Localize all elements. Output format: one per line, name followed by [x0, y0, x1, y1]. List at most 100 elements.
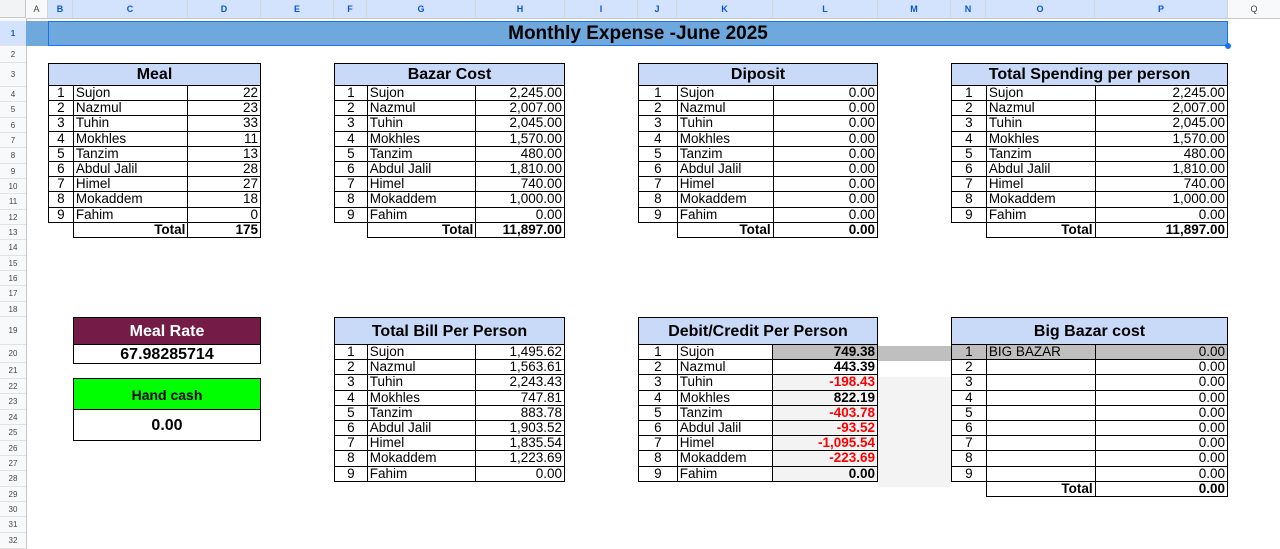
bigbazar-row-index[interactable]: 2	[951, 359, 987, 376]
debit-row-name[interactable]: Abdul Jalil	[676, 419, 774, 437]
meal-row-value[interactable]: 22	[187, 84, 261, 102]
deposit-row-name[interactable]: Tanzim	[676, 145, 774, 162]
bill-row-name[interactable]: Tuhin	[366, 374, 477, 391]
row-header-1[interactable]: 1	[0, 21, 26, 46]
column-header-i[interactable]: I	[565, 0, 638, 18]
row-header-13[interactable]: 13	[0, 225, 26, 240]
meal-row-name[interactable]: Himel	[72, 176, 189, 193]
meal-row-index[interactable]: 3	[48, 115, 74, 132]
spending-row-index[interactable]: 7	[951, 176, 987, 193]
column-header-c[interactable]: C	[73, 0, 188, 18]
debit-row-name[interactable]: Tanzim	[676, 404, 774, 421]
debit-row-index[interactable]: 8	[638, 450, 678, 467]
bigbazar-row-value[interactable]: 0.00	[1094, 450, 1229, 467]
deposit-total-value[interactable]: 0.00	[772, 221, 879, 238]
row-header-31[interactable]: 31	[0, 517, 26, 533]
bill-row-index[interactable]: 5	[334, 404, 368, 421]
meal-row-value[interactable]: 33	[187, 115, 261, 132]
debit-row-name[interactable]: Nazmul	[676, 359, 774, 376]
row-header-29[interactable]: 29	[0, 487, 26, 502]
bill-row-value[interactable]: 2,243.43	[475, 374, 565, 391]
bigbazar-row-name[interactable]	[985, 374, 1096, 391]
bigbazar-row-value[interactable]: 0.00	[1094, 389, 1229, 406]
bazar-row-name[interactable]: Tuhin	[366, 115, 477, 132]
row-header-17[interactable]: 17	[0, 286, 26, 302]
meal-row-index[interactable]: 2	[48, 100, 74, 117]
bill-row-name[interactable]: Mokaddem	[366, 450, 477, 467]
column-header-g[interactable]: G	[367, 0, 476, 18]
bigbazar-row-name[interactable]	[985, 419, 1096, 437]
meal-row-name[interactable]: Abdul Jalil	[72, 160, 189, 178]
deposit-row-value[interactable]: 0.00	[772, 206, 879, 223]
sheet-title-cell[interactable]: Monthly Expense -June 2025	[48, 21, 1231, 49]
column-header-d[interactable]: D	[188, 0, 261, 18]
bigbazar-row-index[interactable]: 8	[951, 450, 987, 467]
debit-row-index[interactable]: 2	[638, 359, 678, 376]
spending-row-name[interactable]: Mokhles	[985, 130, 1096, 147]
bazar-row-name[interactable]: Fahim	[366, 206, 477, 223]
bazar-row-value[interactable]: 2,045.00	[475, 115, 565, 132]
row-header-18[interactable]: 18	[0, 302, 26, 317]
meal-row-index[interactable]: 1	[48, 84, 74, 102]
spending-row-value[interactable]: 1,810.00	[1094, 160, 1229, 178]
spending-row-index[interactable]: 3	[951, 115, 987, 132]
spending-total-label[interactable]: Total	[985, 221, 1096, 238]
spending-row-index[interactable]: 9	[951, 206, 987, 223]
deposit-row-index[interactable]: 1	[638, 84, 678, 102]
bigbazar-row-value[interactable]: 0.00	[1094, 419, 1229, 437]
spending-row-name[interactable]: Fahim	[985, 206, 1096, 223]
row-header-6[interactable]: 6	[0, 118, 26, 133]
bill-row-name[interactable]: Abdul Jalil	[366, 419, 477, 437]
row-header-14[interactable]: 14	[0, 240, 26, 256]
bazar-row-index[interactable]: 2	[334, 100, 368, 117]
deposit-total-label[interactable]: Total	[676, 221, 774, 238]
bill-row-name[interactable]: Fahim	[366, 465, 477, 482]
bill-row-value[interactable]: 883.78	[475, 404, 565, 421]
meal-row-name[interactable]: Nazmul	[72, 100, 189, 117]
bazar-row-name[interactable]: Tanzim	[366, 145, 477, 162]
debit-row-name[interactable]: Himel	[676, 435, 774, 452]
bazar-row-value[interactable]: 480.00	[475, 145, 565, 162]
deposit-row-value[interactable]: 0.00	[772, 191, 879, 208]
deposit-row-value[interactable]: 0.00	[772, 115, 879, 132]
row-header-11[interactable]: 11	[0, 194, 26, 210]
bill-row-index[interactable]: 9	[334, 465, 368, 482]
row-header-3[interactable]: 3	[0, 63, 26, 87]
deposit-row-index[interactable]: 6	[638, 160, 678, 178]
fill-handle[interactable]	[1225, 43, 1231, 49]
column-header-o[interactable]: O	[986, 0, 1095, 18]
debit-row-index[interactable]: 5	[638, 404, 678, 421]
column-header-q[interactable]: Q	[1250, 4, 1258, 14]
row-header-30[interactable]: 30	[0, 502, 26, 517]
bazar-row-index[interactable]: 9	[334, 206, 368, 223]
select-all-corner[interactable]	[0, 0, 26, 18]
debit-row-name[interactable]: Mokaddem	[676, 450, 774, 467]
spending-row-index[interactable]: 1	[951, 84, 987, 102]
bigbazar-row-value[interactable]: 0.00	[1094, 435, 1229, 452]
deposit-row-name[interactable]: Mokhles	[676, 130, 774, 147]
spending-row-value[interactable]: 1,570.00	[1094, 130, 1229, 147]
spending-row-name[interactable]: Nazmul	[985, 100, 1096, 117]
row-header-27[interactable]: 27	[0, 456, 26, 471]
deposit-row-value[interactable]: 0.00	[772, 100, 879, 117]
spending-row-index[interactable]: 5	[951, 145, 987, 162]
spending-row-value[interactable]: 0.00	[1094, 206, 1229, 223]
column-header-k[interactable]: K	[677, 0, 773, 18]
bazar-row-value[interactable]: 2,007.00	[475, 100, 565, 117]
debit-row-value[interactable]: -198.43	[772, 374, 878, 391]
meal-row-value[interactable]: 13	[187, 145, 261, 162]
bill-row-index[interactable]: 8	[334, 450, 368, 467]
column-header-l[interactable]: L	[773, 0, 878, 18]
bazar-row-index[interactable]: 8	[334, 191, 368, 208]
bigbazar-row-index[interactable]: 3	[951, 374, 987, 391]
bazar-row-name[interactable]: Sujon	[366, 84, 477, 102]
debit-row-name[interactable]: Tuhin	[676, 374, 774, 391]
deposit-row-value[interactable]: 0.00	[772, 145, 879, 162]
row-header-20[interactable]: 20	[0, 345, 26, 363]
row-header-4[interactable]: 4	[0, 87, 26, 102]
column-header-a[interactable]: A	[26, 0, 48, 18]
spending-row-name[interactable]: Tuhin	[985, 115, 1096, 132]
bigbazar-row-name[interactable]	[985, 359, 1096, 376]
spending-total-value[interactable]: 11,897.00	[1094, 221, 1229, 238]
bazar-row-index[interactable]: 6	[334, 160, 368, 178]
